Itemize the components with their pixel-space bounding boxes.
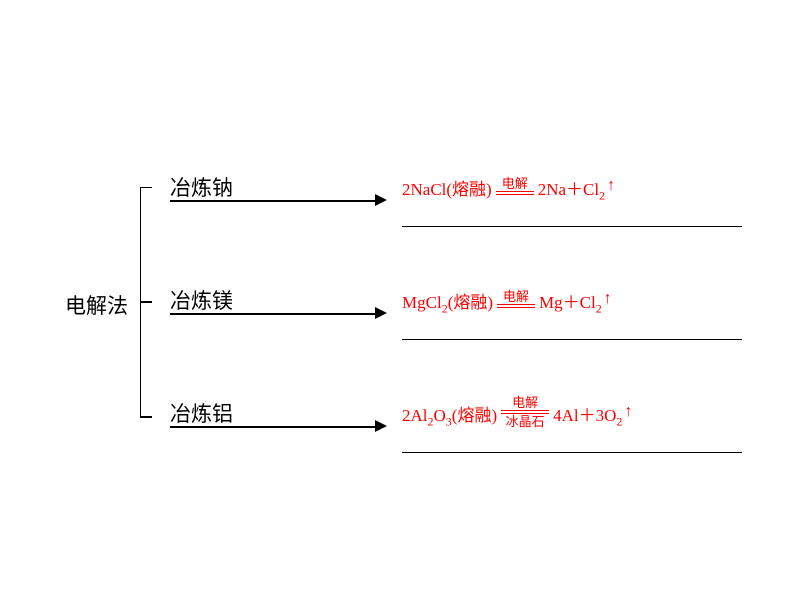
branch-label: 冶炼镁 <box>170 285 233 315</box>
reactant: 2NaCl(熔融) <box>402 175 492 200</box>
equation-magnesium: MgCl2(熔融) 电解 Mg＋Cl2 ↑ <box>402 287 612 313</box>
equation-aluminum: 2Al2O3(熔融) 电解 冰晶石 4Al＋3O2 ↑ <box>402 400 632 426</box>
arrow-line <box>170 426 375 428</box>
gas-arrow-icon: ↑ <box>624 403 632 421</box>
arrow-line <box>170 313 375 315</box>
equation-underline <box>402 452 742 453</box>
tree-diagram: 电解法 冶炼钠 2NaCl(熔融) 电解 2Na＋Cl2 ↑ 冶炼镁 MgCl2… <box>65 170 745 450</box>
branch-label: 冶炼铝 <box>170 398 233 428</box>
branch-aluminum: 冶炼铝 2Al2O3(熔融) 电解 冰晶石 4Al＋3O2 ↑ <box>170 396 740 452</box>
arrow-head-icon <box>375 307 387 319</box>
equation-underline <box>402 339 742 340</box>
branch-label: 冶炼钠 <box>170 172 233 202</box>
arrow-head-icon <box>375 194 387 206</box>
reaction-arrow-icon: 电解 <box>497 290 535 308</box>
reactant: MgCl2(熔融) <box>402 288 493 313</box>
arrow-head-icon <box>375 420 387 432</box>
equation-underline <box>402 226 742 227</box>
branch-sodium: 冶炼钠 2NaCl(熔融) 电解 2Na＋Cl2 ↑ <box>170 170 740 226</box>
root-label: 电解法 <box>65 290 128 320</box>
branch-magnesium: 冶炼镁 MgCl2(熔融) 电解 Mg＋Cl2 ↑ <box>170 283 740 339</box>
product: Mg＋Cl2 <box>539 288 602 313</box>
arrow-line <box>170 200 375 202</box>
bracket-mid-tick <box>140 301 152 303</box>
reaction-arrow-icon: 电解 <box>496 177 534 195</box>
gas-arrow-icon: ↑ <box>604 290 612 308</box>
gas-arrow-icon: ↑ <box>607 177 615 195</box>
product: 4Al＋3O2 <box>553 401 622 426</box>
reaction-arrow-icon: 电解 冰晶石 <box>501 396 549 428</box>
equation-sodium: 2NaCl(熔融) 电解 2Na＋Cl2 ↑ <box>402 174 615 200</box>
reactant: 2Al2O3(熔融) <box>402 401 497 426</box>
product: 2Na＋Cl2 <box>538 175 605 200</box>
